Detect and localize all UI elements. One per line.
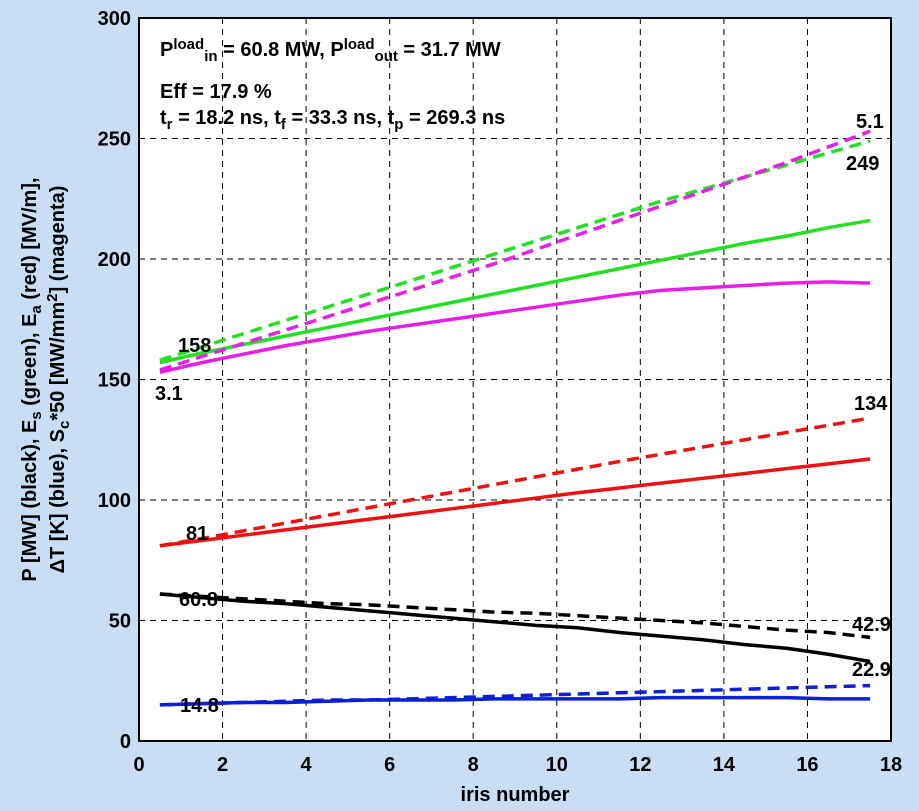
- x-tick-label: 6: [384, 754, 395, 776]
- text-part: r: [167, 116, 173, 133]
- annotation: 22.9: [852, 659, 891, 681]
- text-part: ΔT [K] (blue), S: [47, 429, 69, 573]
- text-part: = 33.3 ns, t: [286, 107, 395, 129]
- y-tick-label: 150: [98, 370, 131, 392]
- y-axis-label: ΔT [K] (blue), Sc*50 [MW/mm2] (magenta): [44, 186, 73, 574]
- text-part: c: [56, 421, 73, 429]
- x-tick-label: 2: [217, 754, 228, 776]
- plot-frame: [138, 17, 892, 742]
- series-line: [159, 592, 871, 664]
- text-part: 2: [44, 293, 61, 301]
- x-tick-label: 8: [468, 754, 479, 776]
- text-part: s: [28, 411, 45, 419]
- series-line: [159, 139, 871, 362]
- text-part: (red) [MV/m],: [19, 177, 41, 305]
- series-line: [159, 218, 871, 365]
- y-tick-label: 0: [120, 731, 131, 753]
- text-part: ] (magenta): [47, 186, 69, 294]
- series-line: [159, 457, 871, 548]
- y-label: P [MW] (black), Es (green), Ea (red) [MV…: [19, 177, 73, 581]
- y-tick-label: 250: [98, 129, 131, 151]
- series-line: [159, 280, 871, 374]
- annotation: 14.8: [180, 695, 219, 717]
- annotation: 134: [854, 393, 888, 415]
- text-part: = 31.7 MW: [398, 39, 501, 61]
- text-part: out: [375, 48, 398, 65]
- y-tick-label: 100: [98, 490, 131, 512]
- annotation: 5.1: [856, 111, 884, 133]
- text-part: a: [28, 305, 45, 314]
- x-tick-label: 18: [880, 754, 902, 776]
- annotation: 249: [846, 153, 879, 175]
- text-part: P: [160, 39, 173, 61]
- series-line: [159, 416, 871, 548]
- text-part: in: [204, 48, 217, 65]
- y-tick-label: 300: [98, 8, 131, 30]
- text-part: load: [173, 36, 204, 53]
- series-line: [159, 129, 871, 372]
- annotation: 158: [178, 335, 211, 357]
- text-part: Eff = 17.9 %: [160, 81, 272, 103]
- series-line: [159, 592, 871, 640]
- info-text: Eff = 17.9 %: [160, 81, 272, 103]
- text-part: load: [344, 36, 375, 53]
- text-part: = 269.3 ns: [403, 107, 505, 129]
- annotation: 42.9: [852, 614, 891, 636]
- text-part: t: [160, 107, 167, 129]
- annotation: 81: [186, 523, 208, 545]
- x-axis-label: iris number: [461, 784, 570, 806]
- x-tick-label: 4: [301, 754, 313, 776]
- info-text: tr = 18.2 ns, tf = 33.3 ns, tp = 269.3 n…: [160, 107, 505, 133]
- x-tick-label: 14: [713, 754, 736, 776]
- text-part: = 18.2 ns, t: [173, 107, 282, 129]
- x-tick-label: 10: [546, 754, 568, 776]
- y-axis-label: P [MW] (black), Es (green), Ea (red) [MV…: [19, 177, 45, 581]
- y-tick-label: 200: [98, 249, 131, 271]
- text-part: f: [281, 116, 287, 133]
- x-tick-label: 0: [133, 754, 144, 776]
- info-text: Ploadin = 60.8 MW, Ploadout = 31.7 MW: [160, 36, 501, 65]
- x-tick-label: 16: [796, 754, 818, 776]
- annotation: 3.1: [155, 383, 183, 405]
- series-line: [159, 683, 871, 707]
- x-tick-label: 12: [629, 754, 651, 776]
- text-part: = 60.8 MW, P: [218, 39, 344, 61]
- text-part: P [MW] (black), E: [19, 420, 41, 582]
- annotation: 60.8: [179, 589, 218, 611]
- text-part: p: [394, 116, 403, 133]
- text-part: *50 [MW/mm: [47, 302, 69, 421]
- y-tick-label: 50: [109, 611, 131, 633]
- text-part: (green), E: [19, 314, 41, 412]
